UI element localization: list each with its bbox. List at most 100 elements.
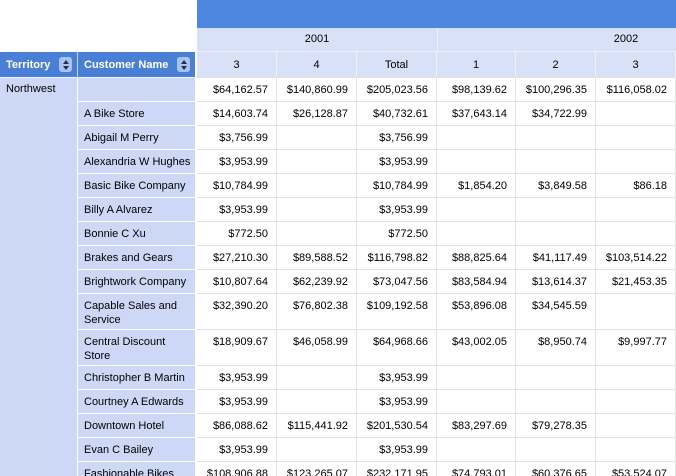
sort-down-icon [62, 65, 69, 70]
row-gap [195, 330, 197, 366]
value-cell: $3,953.99 [197, 366, 277, 390]
value-cell: $232,171.95 [357, 462, 437, 476]
value-cell: $27,210.30 [197, 246, 277, 270]
value-cell: $3,953.99 [197, 438, 277, 462]
value-cell: $26,128.87 [277, 102, 357, 126]
row-gap [195, 438, 197, 462]
value-cell: $64,162.57 [197, 78, 277, 102]
period-column-header: 1 [437, 52, 516, 78]
value-cell [437, 438, 516, 462]
customer-cell: Downtown Hotel [78, 414, 195, 438]
value-cell: $32,390.20 [197, 294, 277, 330]
sort-toggle-icon[interactable] [177, 57, 190, 72]
value-cell: $37,643.14 [437, 102, 516, 126]
table-row: Brightwork Company $10,807.64 $62,239.92… [78, 270, 676, 294]
value-cell [277, 174, 357, 198]
row-gap [195, 78, 197, 102]
table-row: Courtney A Edwards $3,953.99 $3,953.99 [78, 390, 676, 414]
table-row: Abigail M Perry $3,756.99 $3,756.99 [78, 126, 676, 150]
value-cell [277, 222, 357, 246]
value-cell [437, 390, 516, 414]
matrix-body: Northwest $64,162.57 $140,860.99 $205,02… [0, 78, 676, 476]
table-row: $64,162.57 $140,860.99 $205,023.56 $98,1… [78, 78, 676, 102]
table-row: Alexandria W Hughes $3,953.99 $3,953.99 [78, 150, 676, 174]
customer-cell: Courtney A Edwards [78, 390, 195, 414]
customer-cell: Evan C Bailey [78, 438, 195, 462]
value-cell: $18,909.67 [197, 330, 277, 366]
value-cell: $8,950.74 [516, 330, 596, 366]
table-row: Christopher B Martin $3,953.99 $3,953.99 [78, 366, 676, 390]
row-gap [195, 150, 197, 174]
value-cell [437, 126, 516, 150]
value-cell: $10,784.99 [357, 174, 437, 198]
value-cell: $41,117.49 [516, 246, 596, 270]
row-gap [195, 414, 197, 438]
customer-header-label: Customer Name [84, 58, 169, 71]
row-gap [195, 102, 197, 126]
table-row: Capable Sales and Service $32,390.20 $76… [78, 294, 676, 330]
value-cell [596, 438, 676, 462]
customer-cell: Fashionable Bikes and Accessories [78, 462, 195, 476]
value-cell: $10,784.99 [197, 174, 277, 198]
customer-cell: Brightwork Company [78, 270, 195, 294]
territory-header-label: Territory [6, 58, 51, 71]
value-cell [277, 126, 357, 150]
value-cell: $21,453.35 [596, 270, 676, 294]
value-cell [516, 390, 596, 414]
value-cell: $14,603.74 [197, 102, 277, 126]
row-gap [195, 294, 197, 330]
year-group-label-2002: 2002 [613, 33, 639, 45]
value-cell [596, 126, 676, 150]
row-gap [195, 198, 197, 222]
value-cell: $10,807.64 [197, 270, 277, 294]
value-cell: $205,023.56 [357, 78, 437, 102]
column-header-row: Territory Customer Name 3 4 Total 1 2 3 [0, 52, 676, 78]
value-cell: $74,793.01 [437, 462, 516, 476]
value-cell [596, 102, 676, 126]
value-cell: $46,058.99 [277, 330, 357, 366]
value-cell: $3,953.99 [357, 366, 437, 390]
value-cell: $103,514.22 [596, 246, 676, 270]
value-cell: $64,968.66 [357, 330, 437, 366]
table-row: Bonnie C Xu $772.50 $772.50 [78, 222, 676, 246]
customer-cell [78, 78, 195, 102]
value-cell: $3,953.99 [197, 150, 277, 174]
value-cell: $86.18 [596, 174, 676, 198]
value-cell [277, 150, 357, 174]
sort-up-icon [62, 59, 69, 64]
value-cell: $3,756.99 [357, 126, 437, 150]
value-cell [596, 150, 676, 174]
value-cell: $1,854.20 [437, 174, 516, 198]
value-cell: $772.50 [357, 222, 437, 246]
table-row: Fashionable Bikes and Accessories $108,9… [78, 462, 676, 476]
table-row: Brakes and Gears $27,210.30 $89,588.52 $… [78, 246, 676, 270]
table-row: Downtown Hotel $86,088.62 $115,441.92 $2… [78, 414, 676, 438]
value-cell: $3,953.99 [197, 390, 277, 414]
value-cell: $13,614.37 [516, 270, 596, 294]
value-cell [277, 366, 357, 390]
value-cell: $3,953.99 [357, 198, 437, 222]
value-cell [596, 222, 676, 246]
period-column-header: 2 [516, 52, 596, 78]
value-cell: $201,530.54 [357, 414, 437, 438]
value-cell: $34,722.99 [516, 102, 596, 126]
value-cell: $79,278.35 [516, 414, 596, 438]
customer-cell: Alexandria W Hughes [78, 150, 195, 174]
customer-cell: Brakes and Gears [78, 246, 195, 270]
value-cell: $73,047.56 [357, 270, 437, 294]
territory-column-header: Territory [0, 52, 78, 78]
value-cell [596, 414, 676, 438]
customer-cell: Central Discount Store [78, 330, 195, 366]
value-cell: $109,192.58 [357, 294, 437, 330]
value-cell: $83,297.69 [437, 414, 516, 438]
value-cell: $100,296.35 [516, 78, 596, 102]
value-cell: $3,953.99 [357, 150, 437, 174]
row-gap [195, 366, 197, 390]
row-gap [195, 126, 197, 150]
value-cell [516, 150, 596, 174]
header-gap [195, 52, 197, 78]
period-column-header: 4 [277, 52, 357, 78]
year-group-label-2001: 2001 [304, 33, 330, 45]
sort-toggle-icon[interactable] [59, 57, 72, 72]
